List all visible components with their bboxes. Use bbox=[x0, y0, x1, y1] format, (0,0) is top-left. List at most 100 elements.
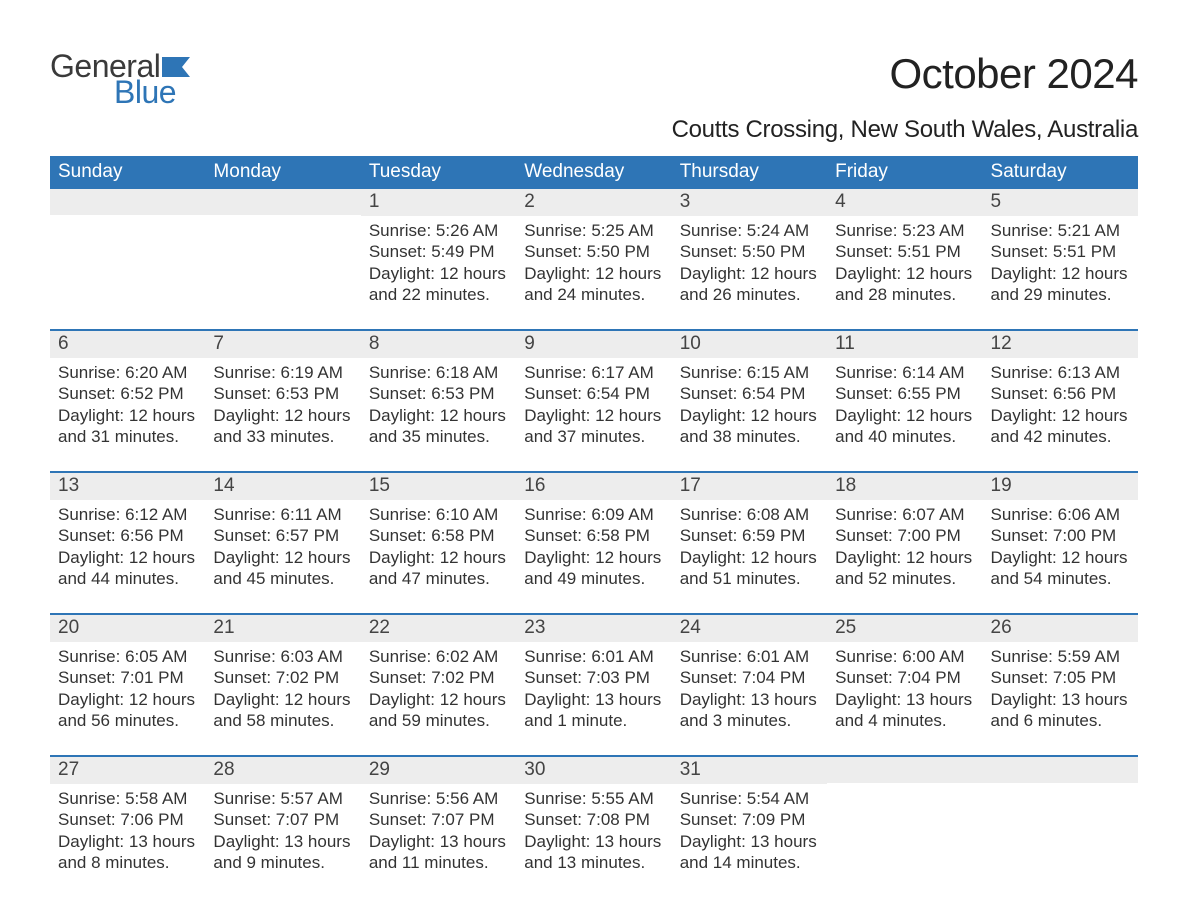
sunset-text: Sunset: 6:59 PM bbox=[680, 525, 819, 546]
day-number: 22 bbox=[361, 615, 516, 642]
day-number: 25 bbox=[827, 615, 982, 642]
daylight-text: Daylight: 13 hours and 9 minutes. bbox=[213, 831, 352, 874]
day-cell: 23Sunrise: 6:01 AMSunset: 7:03 PMDayligh… bbox=[516, 615, 671, 731]
sunrise-text: Sunrise: 6:01 AM bbox=[524, 646, 663, 667]
day-cell: 12Sunrise: 6:13 AMSunset: 6:56 PMDayligh… bbox=[983, 331, 1138, 447]
day-cell: 5Sunrise: 5:21 AMSunset: 5:51 PMDaylight… bbox=[983, 189, 1138, 305]
sunset-text: Sunset: 7:00 PM bbox=[991, 525, 1130, 546]
sunset-text: Sunset: 7:04 PM bbox=[680, 667, 819, 688]
day-body: Sunrise: 5:54 AMSunset: 7:09 PMDaylight:… bbox=[672, 784, 827, 873]
sunset-text: Sunset: 6:58 PM bbox=[369, 525, 508, 546]
sunset-text: Sunset: 7:06 PM bbox=[58, 809, 197, 830]
sunrise-text: Sunrise: 6:03 AM bbox=[213, 646, 352, 667]
day-number: 15 bbox=[361, 473, 516, 500]
daylight-text: Daylight: 13 hours and 3 minutes. bbox=[680, 689, 819, 732]
day-number bbox=[983, 757, 1138, 783]
day-cell: 21Sunrise: 6:03 AMSunset: 7:02 PMDayligh… bbox=[205, 615, 360, 731]
sunrise-text: Sunrise: 5:56 AM bbox=[369, 788, 508, 809]
header: General Blue October 2024 Coutts Crossin… bbox=[50, 50, 1138, 144]
sunrise-text: Sunrise: 6:20 AM bbox=[58, 362, 197, 383]
sunset-text: Sunset: 7:01 PM bbox=[58, 667, 197, 688]
day-body: Sunrise: 5:21 AMSunset: 5:51 PMDaylight:… bbox=[983, 216, 1138, 305]
day-body: Sunrise: 5:25 AMSunset: 5:50 PMDaylight:… bbox=[516, 216, 671, 305]
daylight-text: Daylight: 12 hours and 28 minutes. bbox=[835, 263, 974, 306]
day-cell: 25Sunrise: 6:00 AMSunset: 7:04 PMDayligh… bbox=[827, 615, 982, 731]
sunset-text: Sunset: 7:00 PM bbox=[835, 525, 974, 546]
day-cell: 29Sunrise: 5:56 AMSunset: 7:07 PMDayligh… bbox=[361, 757, 516, 873]
day-cell: 11Sunrise: 6:14 AMSunset: 6:55 PMDayligh… bbox=[827, 331, 982, 447]
month-title: October 2024 bbox=[672, 50, 1138, 98]
daylight-text: Daylight: 12 hours and 35 minutes. bbox=[369, 405, 508, 448]
day-cell: 7Sunrise: 6:19 AMSunset: 6:53 PMDaylight… bbox=[205, 331, 360, 447]
sunset-text: Sunset: 7:05 PM bbox=[991, 667, 1130, 688]
daylight-text: Daylight: 13 hours and 4 minutes. bbox=[835, 689, 974, 732]
sunset-text: Sunset: 5:51 PM bbox=[991, 241, 1130, 262]
sunset-text: Sunset: 6:53 PM bbox=[213, 383, 352, 404]
sunrise-text: Sunrise: 6:17 AM bbox=[524, 362, 663, 383]
location-subtitle: Coutts Crossing, New South Wales, Austra… bbox=[672, 116, 1138, 144]
daylight-text: Daylight: 12 hours and 42 minutes. bbox=[991, 405, 1130, 448]
dow-saturday: Saturday bbox=[983, 156, 1138, 189]
sunrise-text: Sunrise: 6:08 AM bbox=[680, 504, 819, 525]
logo: General Blue bbox=[50, 50, 190, 108]
day-number: 13 bbox=[50, 473, 205, 500]
sunrise-text: Sunrise: 5:26 AM bbox=[369, 220, 508, 241]
sunrise-text: Sunrise: 5:54 AM bbox=[680, 788, 819, 809]
daylight-text: Daylight: 12 hours and 58 minutes. bbox=[213, 689, 352, 732]
daylight-text: Daylight: 12 hours and 47 minutes. bbox=[369, 547, 508, 590]
dow-tuesday: Tuesday bbox=[361, 156, 516, 189]
day-cell: 30Sunrise: 5:55 AMSunset: 7:08 PMDayligh… bbox=[516, 757, 671, 873]
day-body: Sunrise: 5:24 AMSunset: 5:50 PMDaylight:… bbox=[672, 216, 827, 305]
day-body bbox=[50, 215, 205, 301]
daylight-text: Daylight: 12 hours and 37 minutes. bbox=[524, 405, 663, 448]
day-body: Sunrise: 5:26 AMSunset: 5:49 PMDaylight:… bbox=[361, 216, 516, 305]
sunset-text: Sunset: 6:58 PM bbox=[524, 525, 663, 546]
day-number: 8 bbox=[361, 331, 516, 358]
day-body: Sunrise: 6:15 AMSunset: 6:54 PMDaylight:… bbox=[672, 358, 827, 447]
sunrise-text: Sunrise: 6:06 AM bbox=[991, 504, 1130, 525]
day-cell bbox=[50, 189, 205, 305]
daylight-text: Daylight: 12 hours and 49 minutes. bbox=[524, 547, 663, 590]
day-number: 31 bbox=[672, 757, 827, 784]
title-block: October 2024 Coutts Crossing, New South … bbox=[672, 50, 1138, 144]
week-row: 1Sunrise: 5:26 AMSunset: 5:49 PMDaylight… bbox=[50, 189, 1138, 305]
day-body: Sunrise: 6:02 AMSunset: 7:02 PMDaylight:… bbox=[361, 642, 516, 731]
sunrise-text: Sunrise: 6:09 AM bbox=[524, 504, 663, 525]
day-cell bbox=[827, 757, 982, 873]
daylight-text: Daylight: 13 hours and 6 minutes. bbox=[991, 689, 1130, 732]
sunset-text: Sunset: 7:04 PM bbox=[835, 667, 974, 688]
day-body: Sunrise: 6:13 AMSunset: 6:56 PMDaylight:… bbox=[983, 358, 1138, 447]
day-number: 6 bbox=[50, 331, 205, 358]
day-body: Sunrise: 6:08 AMSunset: 6:59 PMDaylight:… bbox=[672, 500, 827, 589]
sunrise-text: Sunrise: 5:58 AM bbox=[58, 788, 197, 809]
day-body bbox=[827, 783, 982, 869]
day-cell: 19Sunrise: 6:06 AMSunset: 7:00 PMDayligh… bbox=[983, 473, 1138, 589]
sunset-text: Sunset: 6:54 PM bbox=[524, 383, 663, 404]
sunset-text: Sunset: 5:51 PM bbox=[835, 241, 974, 262]
dow-friday: Friday bbox=[827, 156, 982, 189]
day-body: Sunrise: 6:11 AMSunset: 6:57 PMDaylight:… bbox=[205, 500, 360, 589]
day-body: Sunrise: 6:06 AMSunset: 7:00 PMDaylight:… bbox=[983, 500, 1138, 589]
sunrise-text: Sunrise: 5:24 AM bbox=[680, 220, 819, 241]
daylight-text: Daylight: 12 hours and 59 minutes. bbox=[369, 689, 508, 732]
day-number: 20 bbox=[50, 615, 205, 642]
sunset-text: Sunset: 6:54 PM bbox=[680, 383, 819, 404]
daylight-text: Daylight: 13 hours and 1 minute. bbox=[524, 689, 663, 732]
sunset-text: Sunset: 7:07 PM bbox=[213, 809, 352, 830]
day-cell: 8Sunrise: 6:18 AMSunset: 6:53 PMDaylight… bbox=[361, 331, 516, 447]
daylight-text: Daylight: 13 hours and 8 minutes. bbox=[58, 831, 197, 874]
day-number: 4 bbox=[827, 189, 982, 216]
daylight-text: Daylight: 12 hours and 51 minutes. bbox=[680, 547, 819, 590]
day-body: Sunrise: 6:07 AMSunset: 7:00 PMDaylight:… bbox=[827, 500, 982, 589]
sunset-text: Sunset: 5:49 PM bbox=[369, 241, 508, 262]
sunset-text: Sunset: 6:52 PM bbox=[58, 383, 197, 404]
days-of-week-header: Sunday Monday Tuesday Wednesday Thursday… bbox=[50, 156, 1138, 189]
day-number bbox=[50, 189, 205, 215]
dow-monday: Monday bbox=[205, 156, 360, 189]
sunrise-text: Sunrise: 6:19 AM bbox=[213, 362, 352, 383]
day-body: Sunrise: 6:14 AMSunset: 6:55 PMDaylight:… bbox=[827, 358, 982, 447]
daylight-text: Daylight: 13 hours and 11 minutes. bbox=[369, 831, 508, 874]
day-cell bbox=[205, 189, 360, 305]
day-number: 3 bbox=[672, 189, 827, 216]
daylight-text: Daylight: 12 hours and 40 minutes. bbox=[835, 405, 974, 448]
